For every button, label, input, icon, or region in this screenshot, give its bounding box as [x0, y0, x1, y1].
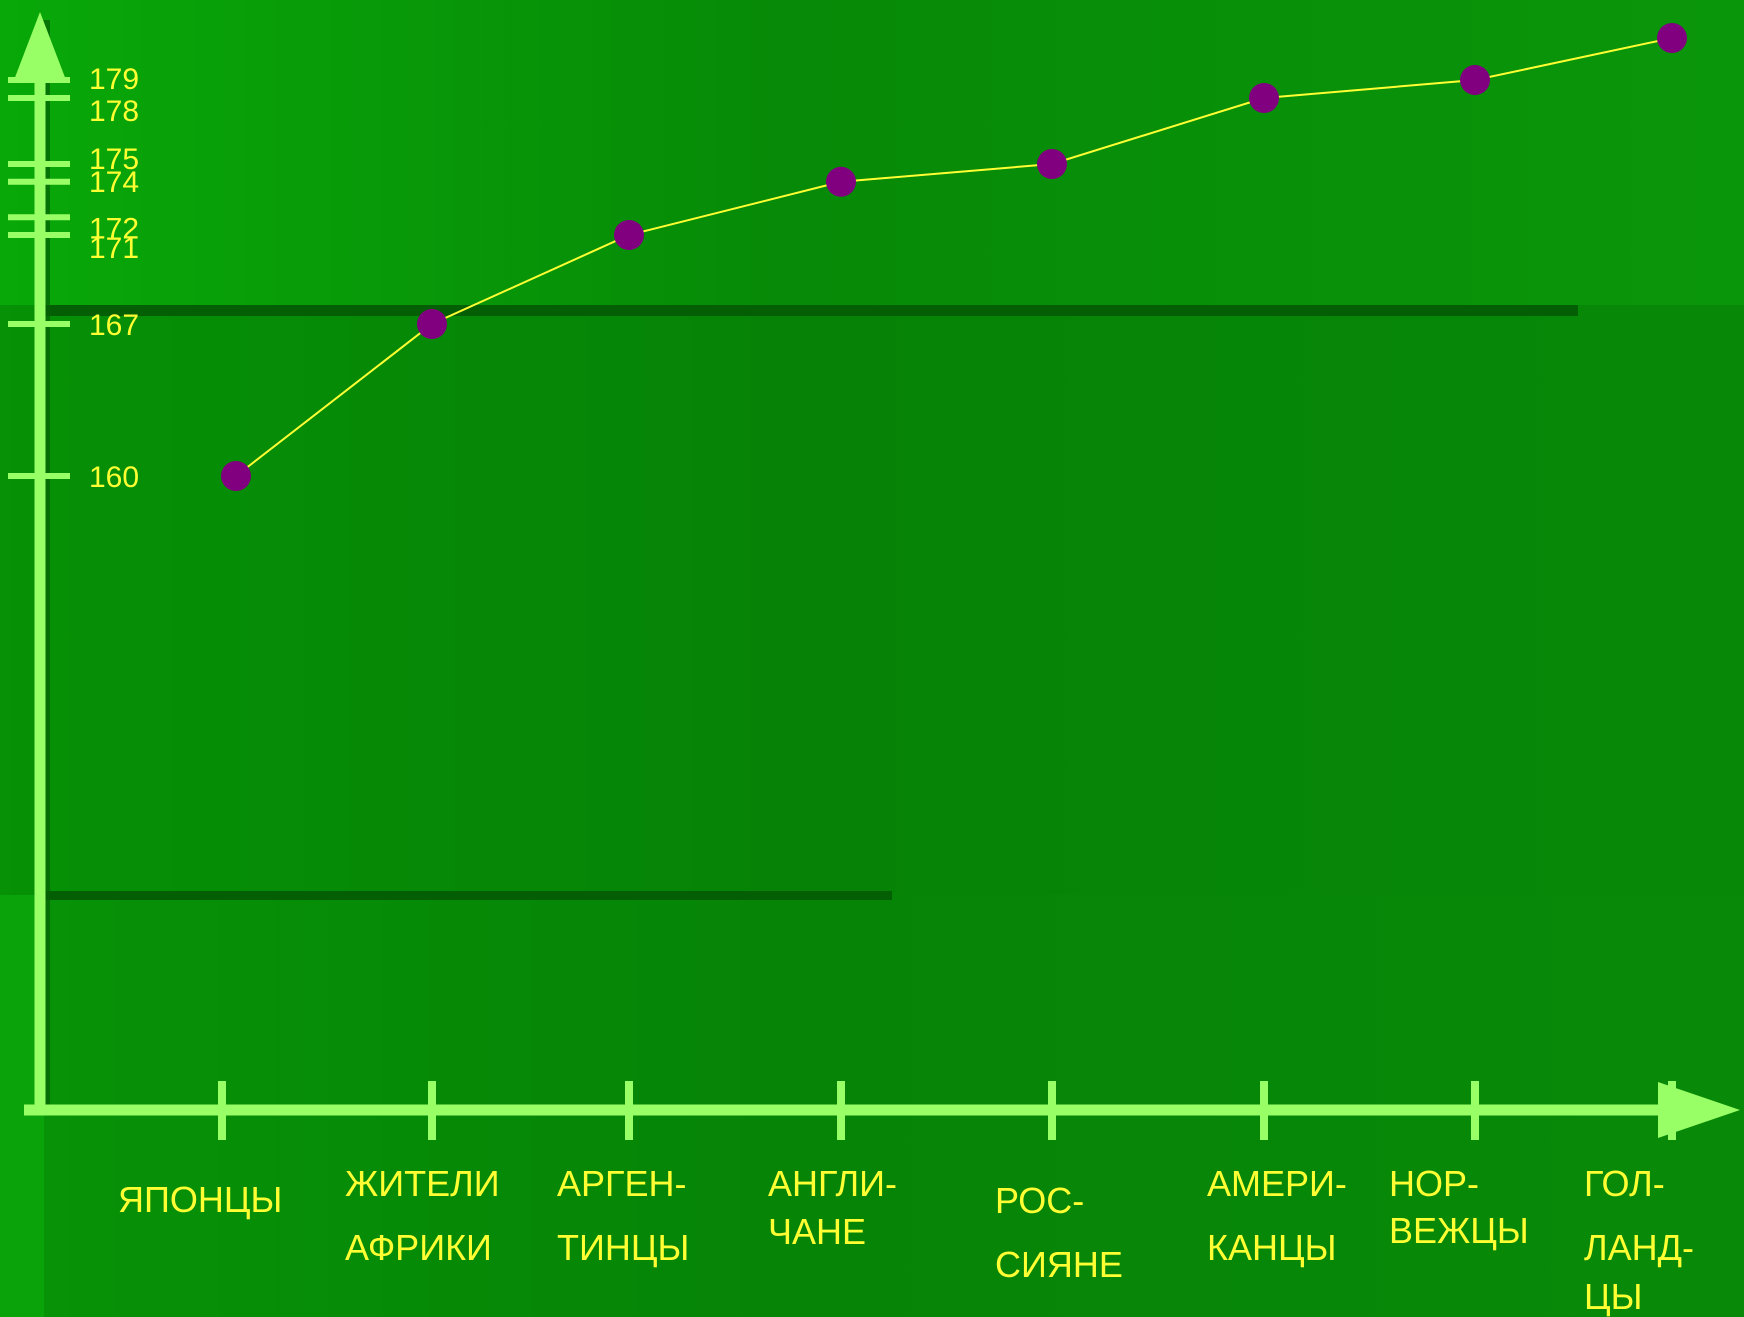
- x-tick-label: ЯПОНЦЫ: [118, 1179, 283, 1220]
- x-tick-label: КАНЦЫ: [1207, 1227, 1337, 1268]
- y-tick-label: 167: [89, 309, 139, 342]
- x-tick-label: НОР-: [1389, 1163, 1479, 1204]
- x-axis-arrowhead: [1658, 1082, 1740, 1138]
- chart-axes: [14, 12, 1740, 1138]
- y-tick-label: 178: [89, 95, 139, 128]
- x-tick-label: АМЕРИ-: [1207, 1163, 1347, 1204]
- x-tick-label: РОС-: [995, 1180, 1085, 1221]
- y-tick-label: 171: [89, 232, 139, 265]
- data-point: [614, 220, 644, 250]
- y-axis-arrowhead: [14, 12, 66, 80]
- x-tick-label: ТИНЦЫ: [557, 1227, 690, 1268]
- x-tick-label: ГОЛ-: [1584, 1163, 1665, 1204]
- data-point: [221, 461, 251, 491]
- x-tick-label: ВЕЖЦЫ: [1389, 1210, 1529, 1251]
- data-point: [417, 309, 447, 339]
- x-tick-label: ЧАНЕ: [768, 1211, 867, 1252]
- series-line-group: [235, 37, 1673, 477]
- x-tick-label: АРГЕН-: [557, 1163, 687, 1204]
- data-points: [221, 23, 1687, 491]
- x-tick-label: АНГЛИ-: [768, 1163, 897, 1204]
- x-tick-label: ЦЫ: [1584, 1276, 1643, 1317]
- data-point: [1249, 83, 1279, 113]
- y-tick-label: 179: [89, 63, 139, 96]
- y-tick-label: 172: [89, 212, 139, 245]
- y-tick-label: 174: [89, 166, 139, 199]
- x-tick-label: ЛАНД-: [1584, 1227, 1695, 1268]
- x-tick-label: СИЯНЕ: [995, 1244, 1123, 1285]
- y-tick-label: 175: [89, 143, 139, 176]
- series-line: [235, 37, 1673, 477]
- x-tick-label: ЖИТЕЛИ: [345, 1163, 500, 1204]
- data-point: [1037, 149, 1067, 179]
- x-tick-label: АФРИКИ: [345, 1227, 492, 1268]
- y-tick-label: 160: [89, 461, 139, 494]
- x-axis-ticks: [218, 1081, 1676, 1140]
- data-point: [1657, 23, 1687, 53]
- data-point: [1460, 65, 1490, 95]
- data-point: [826, 166, 856, 197]
